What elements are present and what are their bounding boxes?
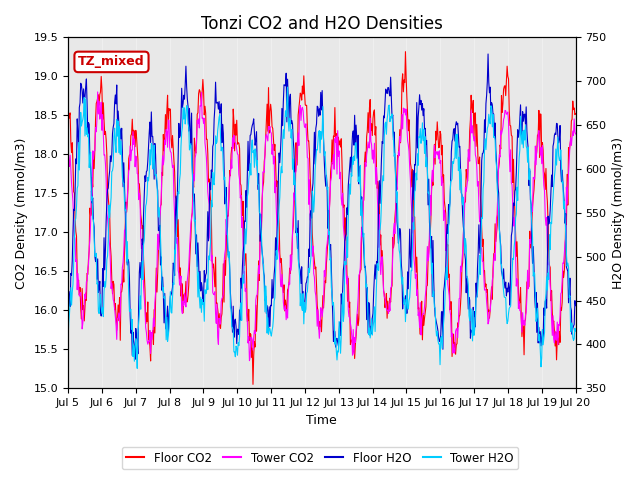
Tower CO2: [126, 143, 134, 149]
Floor H2O: [178, 85, 186, 91]
Floor H2O: [205, 238, 212, 244]
Floor H2O: [384, 85, 392, 91]
Tower H2O: [284, 84, 291, 90]
Tower H2O: [64, 338, 72, 344]
Tower CO2: [94, 89, 102, 95]
Tower CO2: [205, 196, 212, 202]
Y-axis label: CO2 Density (mmol/m3): CO2 Density (mmol/m3): [15, 137, 28, 288]
Tower CO2: [385, 311, 392, 316]
Tower H2O: [74, 185, 81, 191]
Line: Tower H2O: Tower H2O: [68, 87, 575, 368]
Floor CO2: [249, 382, 257, 387]
Floor CO2: [402, 49, 410, 55]
Tower H2O: [205, 253, 212, 259]
Floor H2O: [572, 303, 579, 309]
Tower H2O: [572, 328, 579, 334]
Floor CO2: [125, 152, 133, 158]
Line: Floor CO2: Floor CO2: [68, 52, 575, 384]
Tower CO2: [399, 105, 407, 111]
Tower H2O: [385, 103, 392, 108]
Title: Tonzi CO2 and H2O Densities: Tonzi CO2 and H2O Densities: [201, 15, 443, 33]
Floor H2O: [74, 116, 81, 122]
X-axis label: Time: Time: [307, 414, 337, 427]
Tower CO2: [178, 307, 186, 313]
Floor CO2: [64, 104, 72, 110]
Tower CO2: [246, 358, 253, 363]
Legend: Floor CO2, Tower CO2, Floor H2O, Tower H2O: Floor CO2, Tower CO2, Floor H2O, Tower H…: [122, 447, 518, 469]
Line: Tower CO2: Tower CO2: [68, 92, 575, 360]
Floor CO2: [177, 293, 185, 299]
Tower CO2: [64, 135, 72, 141]
Floor H2O: [64, 301, 72, 307]
Text: TZ_mixed: TZ_mixed: [78, 55, 145, 69]
Line: Floor H2O: Floor H2O: [68, 54, 575, 360]
Floor CO2: [399, 71, 406, 77]
Floor CO2: [204, 151, 212, 156]
Tower CO2: [572, 131, 579, 137]
Tower CO2: [74, 287, 81, 293]
Floor H2O: [399, 306, 406, 312]
Floor CO2: [74, 271, 81, 276]
Y-axis label: H2O Density (mmol/m3): H2O Density (mmol/m3): [612, 137, 625, 289]
Floor H2O: [131, 357, 139, 362]
Floor H2O: [484, 51, 492, 57]
Floor H2O: [125, 276, 133, 281]
Tower H2O: [399, 287, 407, 293]
Floor CO2: [572, 111, 579, 117]
Floor CO2: [384, 298, 392, 304]
Tower H2O: [125, 309, 133, 314]
Tower H2O: [133, 365, 141, 371]
Tower H2O: [178, 130, 186, 135]
